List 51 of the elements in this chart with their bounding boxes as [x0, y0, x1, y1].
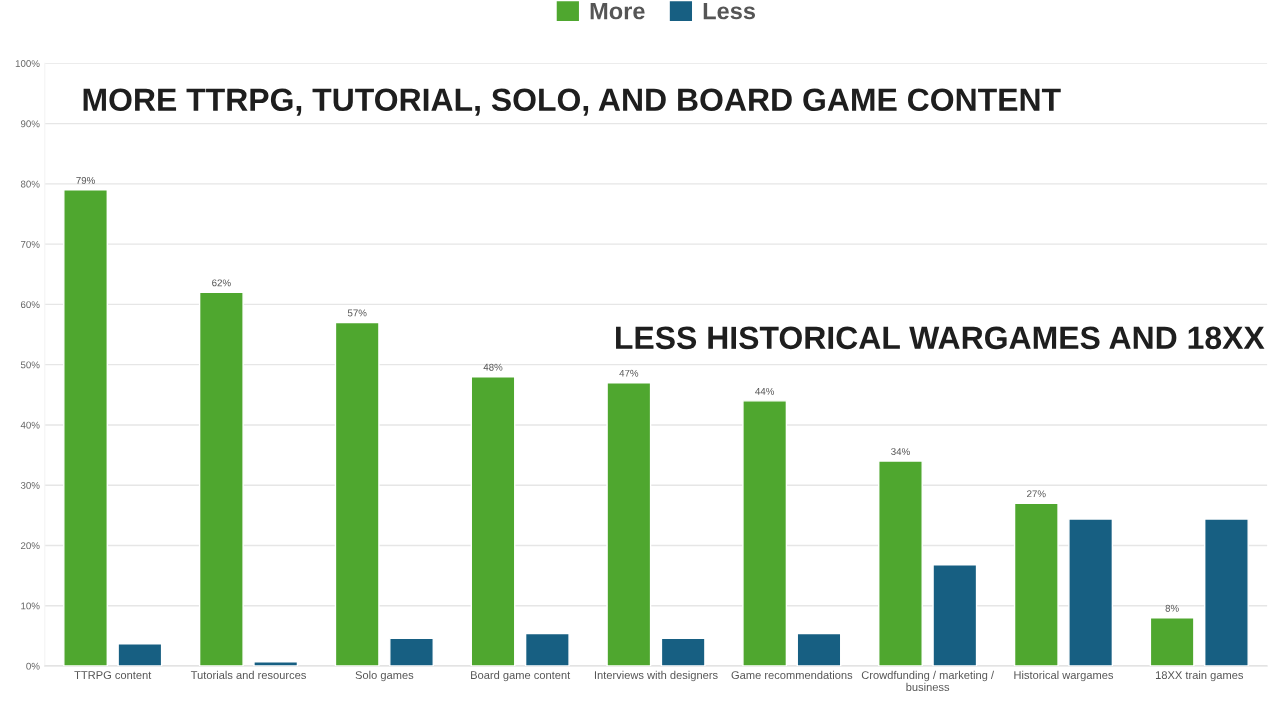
bar: [606, 382, 652, 666]
data-label: 44%: [755, 387, 775, 395]
bar: [1149, 617, 1195, 666]
y-tick-label: 70%: [20, 240, 40, 248]
y-tick-label: 20%: [20, 542, 40, 550]
data-label: 27%: [1027, 490, 1046, 498]
bar: [878, 460, 923, 666]
data-label: 79%: [76, 176, 95, 184]
y-tick-label: 0%: [26, 662, 40, 670]
x-tick-label: Solo games: [355, 670, 414, 682]
y-tick-label: 10%: [21, 602, 40, 610]
x-tick-label: Tutorials and resources: [190, 670, 306, 680]
annotation: MORE TTRPG, TUTORIAL, SOLO, AND BOARD GAME CONTENT: [83, 88, 1061, 116]
bar: [524, 632, 570, 666]
bar: [253, 661, 299, 666]
bar: [660, 637, 706, 666]
bar: [796, 632, 842, 666]
x-tick-label: TTRPG content: [74, 671, 152, 680]
bar: [117, 643, 163, 666]
bar: [1013, 502, 1059, 666]
y-tick-label: 80%: [20, 180, 40, 188]
annotation: LESS HISTORICAL WARGAMES AND 18XX: [616, 326, 1265, 350]
bar: [63, 189, 108, 666]
y-tick-label: 90%: [20, 120, 40, 128]
x-tick-label: Board game content: [471, 670, 571, 682]
data-label: 34%: [891, 448, 910, 456]
bar: [198, 291, 244, 666]
bar: [470, 376, 516, 666]
x-tick-label: Historical wargames: [1014, 670, 1114, 682]
y-tick-label: 60%: [20, 301, 40, 309]
data-label: 48%: [483, 363, 503, 371]
legend-label: Less: [703, 2, 756, 20]
bar: [1068, 518, 1114, 666]
bar: [932, 564, 978, 666]
y-tick-label: 100%: [15, 60, 40, 67]
y-tick-label: 50%: [20, 361, 40, 369]
x-tick-label: Interviews with designers: [594, 670, 718, 682]
data-label: 62%: [212, 279, 231, 287]
bar: [742, 400, 788, 666]
x-tick-label: 18XX train games: [1155, 670, 1244, 682]
bar: [389, 637, 434, 666]
data-label: 47%: [619, 369, 639, 377]
data-label: 8%: [1165, 604, 1179, 612]
bar: [1204, 518, 1249, 666]
data-label: 57%: [347, 309, 367, 317]
x-tick-label: Crowdfunding / marketing / business: [861, 670, 995, 691]
legend-label: More: [590, 2, 645, 20]
x-tick-label: Game recommendations: [731, 670, 853, 680]
y-tick-label: 30%: [20, 481, 40, 489]
y-tick-label: 40%: [20, 421, 40, 429]
bar: [334, 321, 380, 666]
